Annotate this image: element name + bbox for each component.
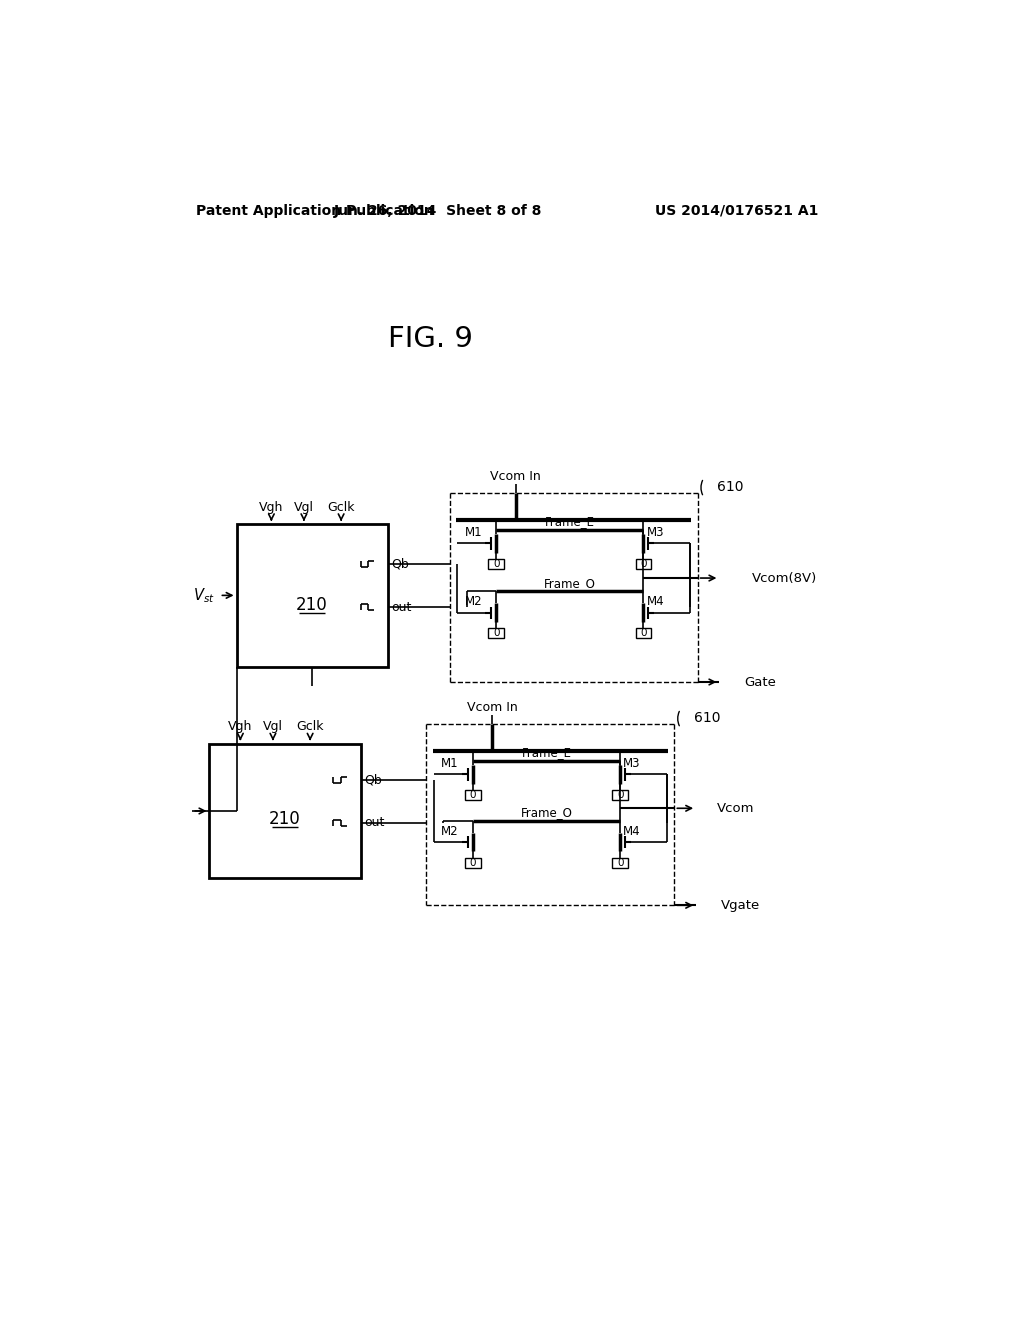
Bar <box>237 524 388 667</box>
Text: M3: M3 <box>624 758 641 770</box>
Text: 610: 610 <box>693 711 720 725</box>
Text: M2: M2 <box>465 595 482 609</box>
Text: Vgh: Vgh <box>228 721 253 733</box>
Text: 0: 0 <box>616 789 624 800</box>
Text: 0: 0 <box>640 558 646 569</box>
Bar <box>465 789 480 800</box>
Bar <box>488 558 504 569</box>
Text: Frame_O: Frame_O <box>520 807 572 820</box>
Text: 0: 0 <box>493 628 500 638</box>
Text: Qb: Qb <box>391 557 410 570</box>
Text: US 2014/0176521 A1: US 2014/0176521 A1 <box>655 203 818 218</box>
Bar <box>488 628 504 638</box>
Text: 0: 0 <box>640 628 646 638</box>
Text: M3: M3 <box>646 527 664 539</box>
Text: Vcom(8V): Vcom(8V) <box>752 572 817 585</box>
Text: Vcom: Vcom <box>717 801 755 814</box>
Text: M2: M2 <box>441 825 459 838</box>
Text: Jun. 26, 2014  Sheet 8 of 8: Jun. 26, 2014 Sheet 8 of 8 <box>334 203 542 218</box>
Text: Vgh: Vgh <box>259 500 284 513</box>
Text: Vcom In: Vcom In <box>467 701 517 714</box>
Text: Patent Application Publication: Patent Application Publication <box>197 203 434 218</box>
Text: 0: 0 <box>470 858 476 867</box>
Text: Gclk: Gclk <box>328 500 355 513</box>
Text: FIG. 9: FIG. 9 <box>388 325 473 354</box>
Text: Frame_E: Frame_E <box>545 515 595 528</box>
Text: Frame_O: Frame_O <box>544 577 596 590</box>
Text: Frame_E: Frame_E <box>521 746 571 759</box>
Text: M4: M4 <box>624 825 641 838</box>
Text: M1: M1 <box>465 527 482 539</box>
Text: Vcom In: Vcom In <box>490 470 541 483</box>
Text: 610: 610 <box>717 480 743 494</box>
Text: Gclk: Gclk <box>296 721 324 733</box>
Text: Vgl: Vgl <box>294 500 314 513</box>
Bar <box>612 789 628 800</box>
Text: 210: 210 <box>296 595 328 614</box>
Text: Vgl: Vgl <box>263 721 283 733</box>
Bar <box>636 558 651 569</box>
Text: Vgate: Vgate <box>721 899 760 912</box>
Bar <box>465 858 480 867</box>
Text: $V_{st}$: $V_{st}$ <box>194 586 215 605</box>
Text: out: out <box>365 816 385 829</box>
Text: M1: M1 <box>441 758 459 770</box>
Bar <box>612 858 628 867</box>
Text: M4: M4 <box>646 595 665 609</box>
Text: 0: 0 <box>470 789 476 800</box>
Text: Gate: Gate <box>744 676 776 689</box>
Text: 0: 0 <box>493 558 500 569</box>
Text: Qb: Qb <box>365 774 382 787</box>
Text: 0: 0 <box>616 858 624 867</box>
Bar <box>209 743 360 878</box>
Text: 210: 210 <box>269 809 301 828</box>
Text: out: out <box>391 601 412 614</box>
Bar <box>636 628 651 638</box>
